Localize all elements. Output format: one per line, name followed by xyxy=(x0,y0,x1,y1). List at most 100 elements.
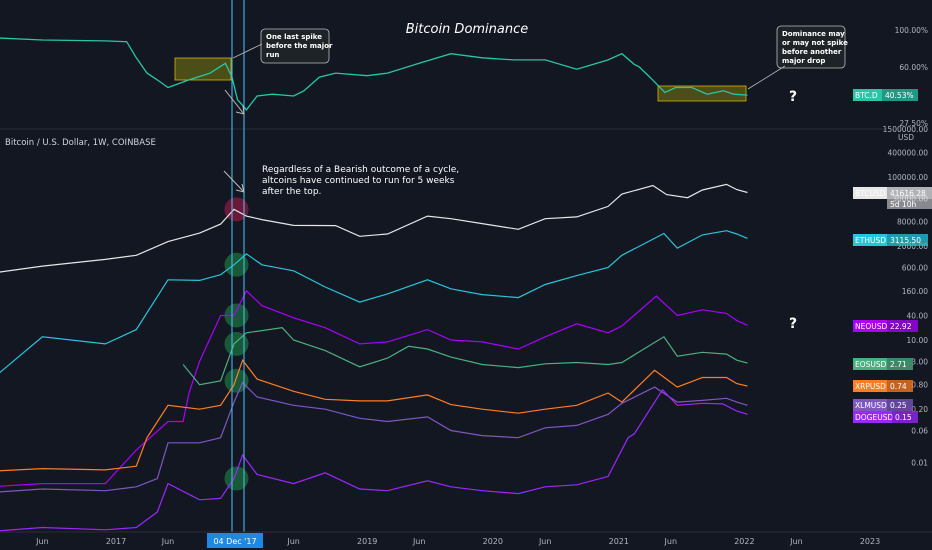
xlmusd-value-tag-text: 0.25 xyxy=(890,401,907,410)
time-axis-tick-label: Jun xyxy=(286,537,300,546)
dominance-note-line-3: before another xyxy=(782,48,842,56)
dominance-highlight-box-left xyxy=(174,57,232,81)
btc-d-name-tag xyxy=(853,89,882,101)
dominance-tick-label: 60.00% xyxy=(899,63,928,72)
price-tick-label: 10.00 xyxy=(907,336,929,345)
eosusd-name-tag-text: EOSUSD xyxy=(855,360,887,369)
time-axis-tick-label: Jun xyxy=(789,537,803,546)
dominance-note-callout: Dominance may or may not spike before an… xyxy=(747,25,848,90)
time-axis-tick-label: Jun xyxy=(35,537,49,546)
time-axis-tick-label: 2023 xyxy=(860,537,880,546)
ethusd-name-tag-text: ETHUSD xyxy=(855,236,886,245)
regardless-text-line-2: altcoins have continued to run for 5 wee… xyxy=(262,176,455,186)
time-axis-tick-label: Jun xyxy=(664,537,678,546)
ethusd-price-line xyxy=(0,230,748,374)
btc-d-value-tag-text: 40.53% xyxy=(885,91,914,100)
dominance-note-line-4: major drop xyxy=(782,57,825,65)
price-tick-label: 3.00 xyxy=(911,357,928,366)
dogeusd-price-line xyxy=(0,388,748,532)
highlight-circle-layer xyxy=(224,197,249,491)
time-axis-tick-label: Jun xyxy=(538,537,552,546)
price-tick-label: 8000.00 xyxy=(897,218,928,227)
xrpusd-name-tag xyxy=(853,380,887,392)
dominance-title: Bitcoin Dominance xyxy=(406,22,529,37)
dominance-tick-label: 100.00% xyxy=(895,26,928,35)
neousd-value-tag-text: 22.92 xyxy=(890,322,912,331)
xrpusd-value-tag xyxy=(887,380,913,392)
price-line-layer xyxy=(0,183,748,532)
xlmusd-price-line xyxy=(0,381,748,493)
price-tick-label: 0.06 xyxy=(911,427,928,436)
xrpusd-price-line xyxy=(0,358,748,472)
spike-note-line-2: before the major xyxy=(266,42,333,50)
btcusd-countdown-tag xyxy=(887,199,932,209)
time-axis-tick-label: 2020 xyxy=(483,537,503,546)
price-chart-title: Bitcoin / U.S. Dollar, 1W, COINBASE xyxy=(5,138,156,148)
price-tick-label: 100000.00 xyxy=(887,173,928,182)
eosusd-price-line xyxy=(182,327,748,386)
btcusd-value-tag-text: 41616.28 xyxy=(890,189,926,198)
price-tick-label: 40.00 xyxy=(907,312,929,321)
xlmusd-value-tag xyxy=(887,399,913,411)
eosusd-value-tag xyxy=(887,358,913,370)
dominance-note-box xyxy=(776,25,846,69)
neousd-name-tag-text: NEOUSD xyxy=(855,322,888,331)
price-axis-unit-label: USD xyxy=(898,133,914,142)
time-axis-tick-label: 2019 xyxy=(357,537,377,546)
dominance-arrow xyxy=(224,89,245,115)
eosusd-value-tag-text: 2.71 xyxy=(890,360,907,369)
series-value-tags: BTC.D 40.53% BTCUSD 41616.28 5d 10h ETHUSD 311… xyxy=(853,89,932,423)
price-top-arrow-shaft xyxy=(223,170,245,193)
time-axis: Jun 2017 Jun 04 Dec '17 Jun 2019 Jun 2020 Jun 202… xyxy=(35,533,880,548)
spike-note-line-1: One last spike xyxy=(266,33,322,41)
dominance-note-line-2: or may not spike xyxy=(782,39,848,47)
price-tick-label: 0.80 xyxy=(911,381,928,390)
btcusd-value-tag xyxy=(887,187,932,199)
regardless-text-line-1: Regardless of a Bearish outcome of a cyc… xyxy=(262,165,459,175)
crosshair-date-tag xyxy=(207,533,263,548)
neousd-value-tag xyxy=(887,320,918,332)
time-axis-tick-label: Jun xyxy=(161,537,175,546)
price-top-arrow xyxy=(223,170,245,193)
btc-d-value-tag xyxy=(882,89,918,101)
neousd-highlight-circle xyxy=(224,303,249,328)
price-tick-label: 600.00 xyxy=(902,264,928,273)
ethusd-value-tag-text: 3115.50 xyxy=(890,236,921,245)
price-tick-label: 2000.00 xyxy=(897,242,928,251)
price-tick-label: 160.00 xyxy=(902,287,928,296)
dogeusd-value-tag-text: 0.15 xyxy=(895,413,912,422)
ethusd-value-tag xyxy=(887,234,928,246)
spike-note-line-3: run xyxy=(266,51,279,59)
regardless-text-line-3: after the top. xyxy=(262,187,321,197)
right-axis-background xyxy=(887,0,932,532)
neousd-name-tag xyxy=(853,320,887,332)
btcusd-highlight-circle xyxy=(224,197,249,222)
xlmusd-name-tag xyxy=(853,399,887,411)
eosusd-name-tag xyxy=(853,358,887,370)
btc-d-dominance-line xyxy=(0,37,748,111)
price-panel: Bitcoin / U.S. Dollar, 1W, COINBASE xyxy=(0,138,748,532)
price-tick-label: 0.01 xyxy=(911,458,928,467)
dominance-highlight-box-right xyxy=(657,85,747,102)
time-axis-tick-label: 2021 xyxy=(609,537,629,546)
price-tick-label: 1500000.00 xyxy=(883,125,929,134)
question-mark-bottom: ? xyxy=(789,316,797,332)
time-axis-tick-label: 2017 xyxy=(106,537,126,546)
neousd-price-line xyxy=(0,289,748,487)
dominance-tick-label: 27.50% xyxy=(899,119,928,128)
question-mark-top: ? xyxy=(789,89,797,105)
btcusd-name-tag-text: BTCUSD xyxy=(855,189,886,198)
crosshair-date-label: 04 Dec '17 xyxy=(213,537,256,546)
xrpusd-value-tag-text: 0.74 xyxy=(890,382,907,391)
right-price-axis: 100.00% 60.00% 27.50%1500000.00 400000.00 10… xyxy=(883,0,932,532)
btcusd-countdown-tag-text: 5d 10h xyxy=(890,200,916,209)
time-axis-tick-label: Jun xyxy=(412,537,426,546)
ethusd-highlight-circle xyxy=(224,252,249,277)
dominance-line-layer xyxy=(0,37,748,111)
ethusd-name-tag xyxy=(853,234,887,246)
spike-note-callout: One last spike before the major run xyxy=(232,28,333,64)
dominance-panel: Bitcoin Dominance xyxy=(0,22,748,111)
spike-note-box xyxy=(260,28,330,64)
